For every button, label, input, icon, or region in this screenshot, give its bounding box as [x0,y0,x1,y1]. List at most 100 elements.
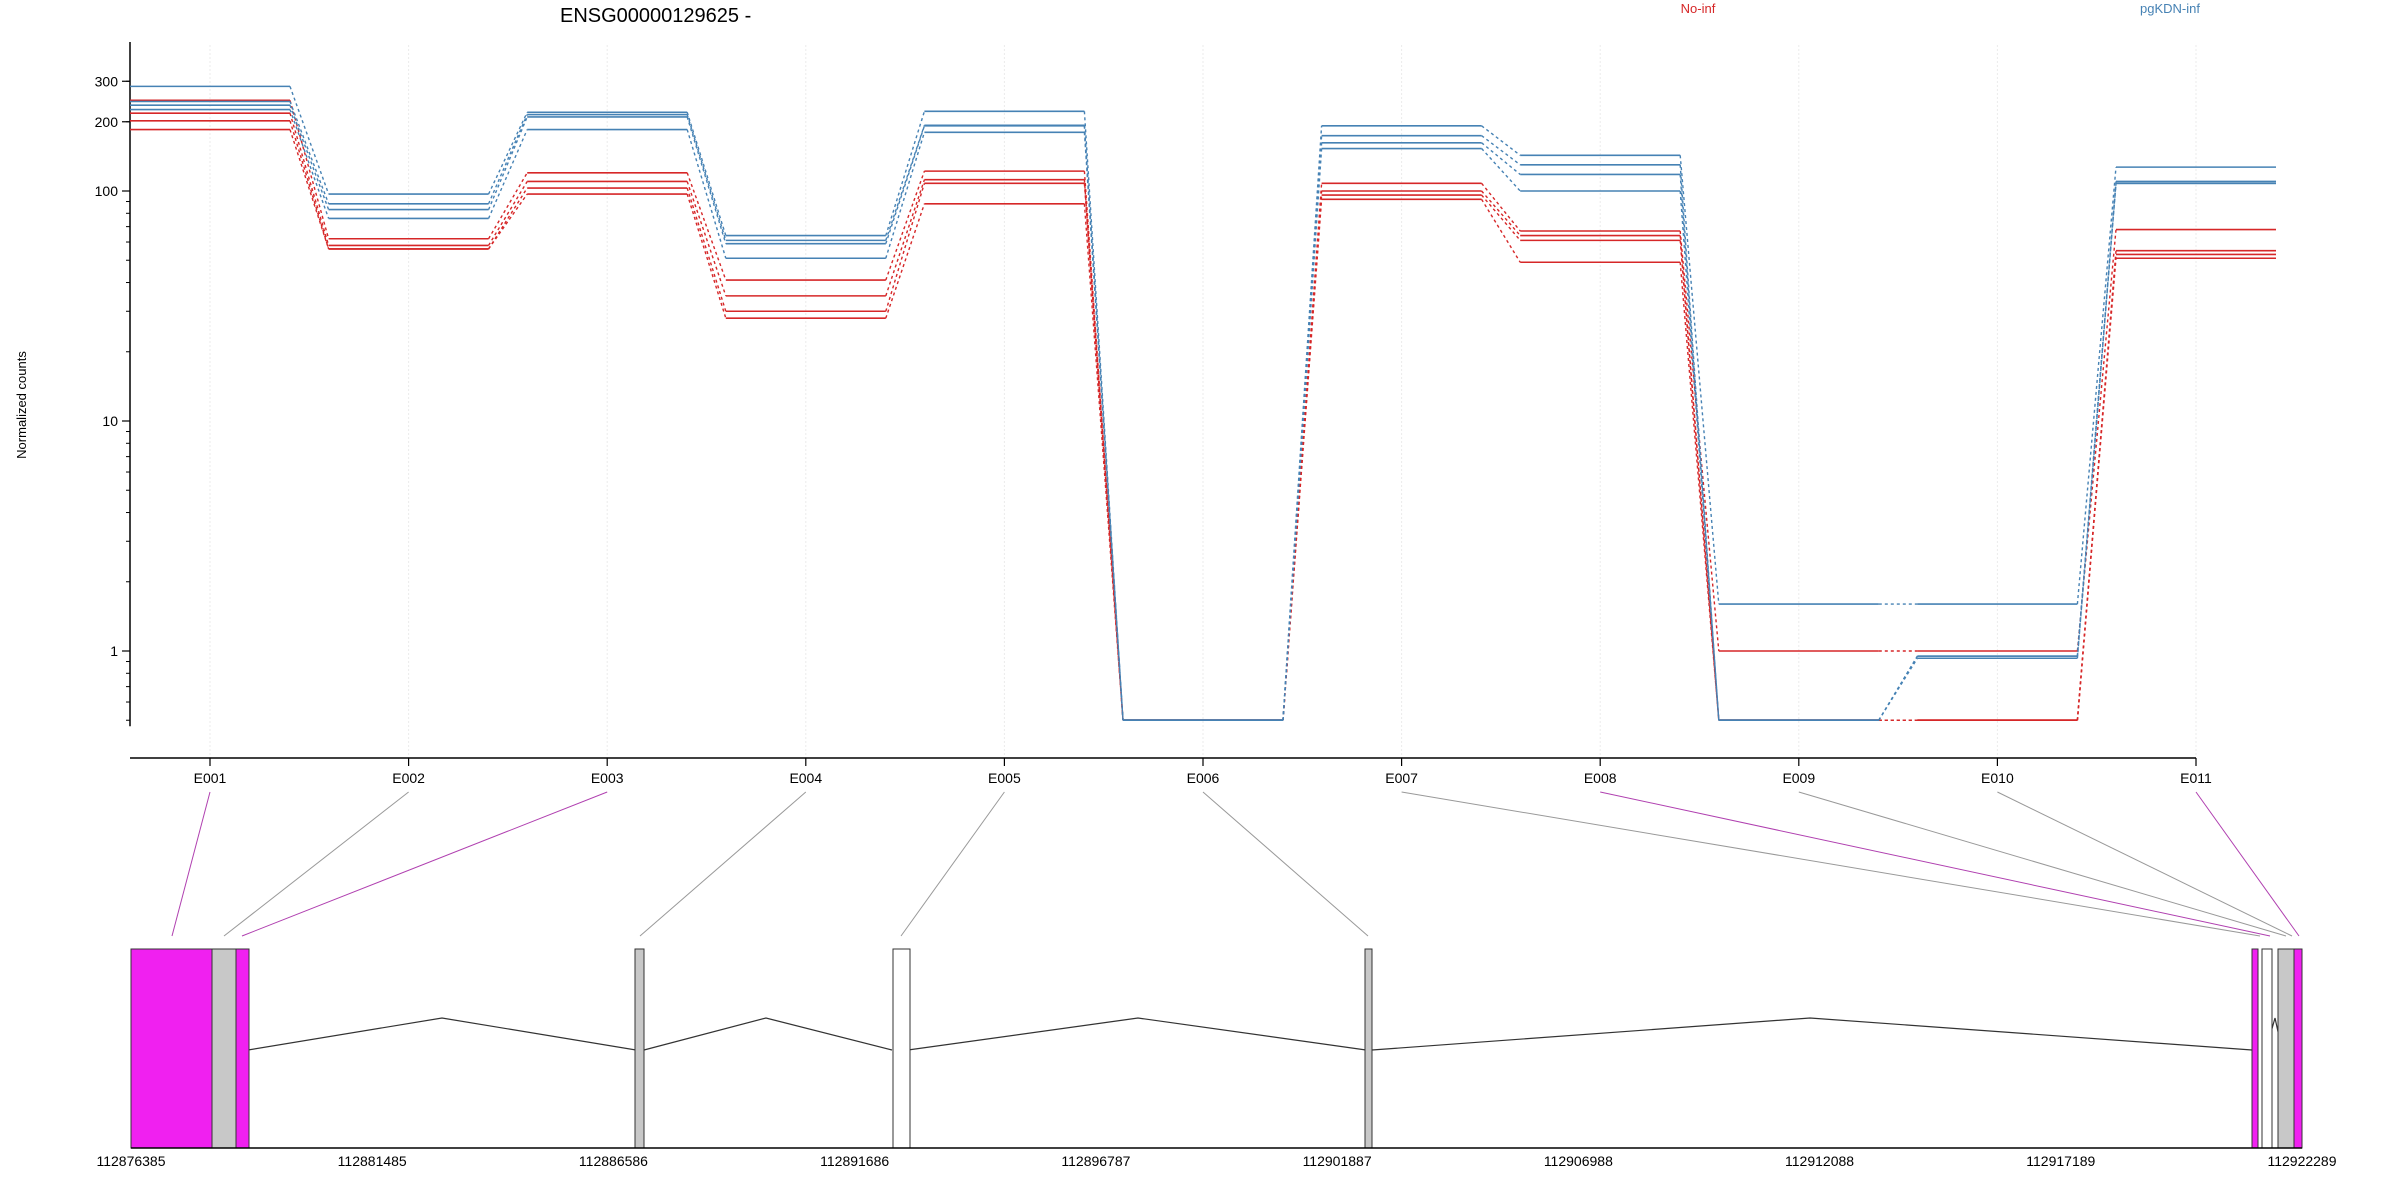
connector-E010 [1997,791,2293,937]
series-connector [1481,182,1521,232]
series-connector [1083,132,1124,721]
y-axis: 1 10 100 200 300 [95,42,131,727]
series-connector [1282,135,1323,721]
series-connector [487,129,528,219]
legend-entry-pgkdn-inf: pgKDN-inf [2140,1,2200,16]
x-tick-label-E003: E003 [591,770,624,786]
coordinate-label: 112891686 [820,1153,889,1169]
series-connector [488,187,528,250]
y-tick-label: 10 [102,413,118,429]
series-connector [487,114,528,205]
series-connector [1481,194,1521,241]
series-connector [1481,190,1521,237]
legend-entry-no-inf: No-inf [1681,1,1716,16]
connector-E002 [223,791,409,937]
exon-box-9 [2277,948,2295,1149]
coordinate-label: 112901887 [1303,1153,1372,1169]
series-8-pgKDN-inf [130,108,2276,722]
connector-E007 [1401,791,2261,937]
chart-title: ENSG00000129625 - [560,5,751,27]
x-axis: E001 E002 E003 E004 E005 E006 E007 E008 E009 E010… [130,757,2212,786]
x-tick-label-E006: E006 [1187,770,1220,786]
series-connector [2076,183,2117,659]
coordinate-label: 112906988 [1544,1153,1613,1169]
connector-E006 [1202,791,1369,937]
series-connector [885,203,926,319]
grid-lines [209,45,2197,758]
series-connector [1481,142,1521,176]
intron-line [907,1017,1367,1051]
series-connector [686,193,727,319]
coordinate-label: 112876385 [96,1153,165,1169]
series-connector [1282,148,1323,721]
x-tick-label-E004: E004 [789,770,822,786]
series-connector [1679,262,1720,721]
series-connector [1679,164,1720,721]
series-connector [686,114,727,241]
series-connector [686,116,727,244]
series-connector [885,170,926,281]
connector-E005 [900,791,1005,937]
x-tick-label-E010: E010 [1981,770,2014,786]
series-connector [2076,167,2117,605]
y-tick-label: 200 [95,114,119,130]
series-connector [1481,198,1521,263]
x-tick-label-E008: E008 [1584,770,1617,786]
series-connector [289,86,330,195]
series-connector [885,179,926,297]
series-connector [1481,135,1521,166]
series-connector [1083,203,1124,721]
x-tick-label-E005: E005 [988,770,1021,786]
series-connector [686,112,727,236]
exon-box-5 [892,948,911,1149]
exon-box-7 [2251,948,2259,1149]
series-connector [2076,183,2117,657]
x-tick-label-E009: E009 [1782,770,1815,786]
intron-line [643,1017,893,1051]
series-connector [289,104,330,210]
exon-box-3 [235,948,250,1149]
coordinate-label: 112886586 [579,1153,648,1169]
series-connector [885,125,926,244]
series-connector [1679,190,1720,721]
connector-E011 [2195,791,2300,937]
y-axis-label: Normalized counts [14,351,29,459]
coordinate-label: 112922289 [2267,1153,2336,1169]
series-connector [488,193,528,250]
series-connector [1481,125,1521,156]
exon-box-2 [211,948,237,1149]
y-tick-label: 300 [95,73,119,89]
series-connector [885,125,926,241]
connector-E004 [639,791,807,937]
series-connector [289,100,330,239]
series-connector [2076,229,2117,652]
genomic-coordinate-axis: 112876385 112881485 112886586 112891686 1128… [96,1147,2337,1169]
gene-model [130,948,2303,1149]
coordinate-label: 112917189 [2026,1153,2095,1169]
series-connector [885,111,926,236]
coordinate-label: 112896787 [1061,1153,1130,1169]
series-connector [487,116,528,210]
y-tick-label: 100 [95,183,119,199]
series-connector [686,187,727,312]
exon-box-4 [634,948,645,1149]
exon-box-10 [2293,948,2303,1149]
exon-box-6 [1364,948,1373,1149]
connector-E008 [1600,791,2271,937]
exon-connector-lines [171,791,2300,937]
series-connector [686,172,727,281]
series-lines [130,85,2276,722]
connector-E009 [1798,791,2287,937]
exon-box-1 [130,948,213,1149]
series-connector [487,111,528,195]
series-connector [487,172,528,240]
series-connector [289,120,330,250]
series-connector [2076,258,2117,721]
x-tick-label-E007: E007 [1385,770,1418,786]
intron-line [1371,1017,2253,1051]
x-tick-label-E001: E001 [194,770,227,786]
x-tick-label-E011: E011 [2180,770,2212,786]
coordinate-label: 112881485 [338,1153,407,1169]
x-tick-label-E002: E002 [392,770,425,786]
